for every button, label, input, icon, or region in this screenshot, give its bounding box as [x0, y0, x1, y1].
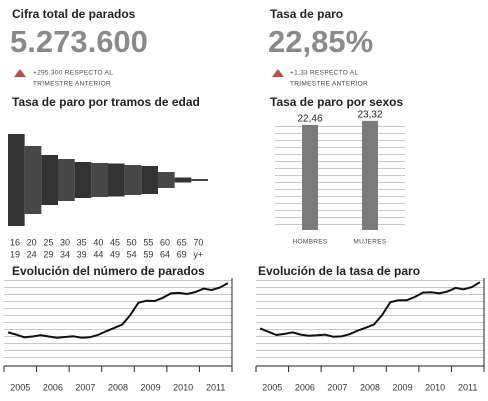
x-tick-label: 2005: [262, 382, 282, 392]
bar: [58, 159, 75, 201]
x-tick-label: 55: [143, 237, 153, 247]
x-tick-label: 54: [127, 249, 137, 259]
x-tick-label: 2008: [108, 382, 128, 392]
x-tick-label: 25: [43, 237, 53, 247]
stat-change: +1,33 RESPECTO AL: [290, 70, 358, 77]
x-tick-label: 2007: [75, 382, 95, 392]
x-tick-label: 2011: [206, 382, 225, 392]
bar: [191, 179, 208, 181]
chart-title: Tasa de paro por sexos: [270, 95, 403, 109]
x-tick-label: 20: [27, 237, 37, 247]
bar: [24, 146, 42, 214]
chart-title: Evolución de la tasa de paro: [258, 264, 420, 278]
x-tick-label: 16: [10, 237, 20, 247]
bar: [141, 166, 158, 194]
x-tick-label: MUJERES: [353, 239, 387, 246]
x-tick-label: 2009: [141, 382, 161, 392]
x-tick-label: y+: [193, 249, 203, 259]
x-tick-label: 65: [177, 237, 187, 247]
x-tick-label: 50: [127, 237, 137, 247]
bar: [174, 177, 192, 183]
x-tick-label: 59: [143, 249, 153, 259]
x-tick-label: 2006: [43, 382, 63, 392]
line: [7, 282, 229, 339]
grid: [275, 120, 405, 230]
stat-value: 5.273.600: [10, 24, 148, 59]
bar: [362, 120, 378, 230]
chart-title: Tasa de paro por tramos de edad: [12, 95, 200, 109]
x-tick-label: 2005: [10, 382, 30, 392]
x-tick-label: 70: [193, 237, 203, 247]
bar: [124, 165, 142, 195]
x-tick-label: 2006: [295, 382, 315, 392]
x-tick-label: 30: [60, 237, 70, 247]
bar: [158, 172, 175, 188]
bar: [8, 134, 25, 226]
x-tick-label: 2008: [360, 382, 380, 392]
x-tick-label: 2007: [327, 382, 347, 392]
x-tick-label: 44: [93, 249, 103, 259]
stat-change: +295.300 RESPECTO AL: [33, 70, 113, 77]
up-icon: [272, 69, 284, 77]
bar: [41, 155, 58, 205]
bar: [74, 162, 92, 198]
x-tick-label: HOMBRES: [293, 239, 328, 246]
stat-change: TRIMESTRE ANTERIOR: [290, 81, 368, 88]
line: [259, 281, 481, 338]
x-tick-label: 45: [110, 237, 120, 247]
x-tick-label: 69: [177, 249, 187, 259]
x-tick-label: 2010: [425, 382, 445, 392]
x-tick-label: 24: [27, 249, 37, 259]
x-tick-label: 34: [60, 249, 70, 259]
value-label: 23,32: [357, 109, 382, 120]
x-tick-label: 2010: [173, 382, 193, 392]
x-tick-label: 39: [77, 249, 87, 259]
stat-change: TRIMESTRE ANTERIOR: [33, 81, 111, 88]
x-tick-label: 64: [160, 249, 170, 259]
x-tick-label: 2009: [393, 382, 413, 392]
up-icon: [14, 69, 26, 77]
x-tick-label: 29: [43, 249, 53, 259]
bar: [91, 163, 108, 197]
x-tick-label: 49: [110, 249, 120, 259]
x-tick-label: 35: [77, 237, 87, 247]
stat-title: Tasa de paro: [270, 7, 343, 21]
x-tick-label: 19: [10, 249, 20, 259]
stat-value: 22,85%: [268, 24, 373, 59]
bar: [108, 163, 125, 197]
x-tick-label: 2011: [458, 382, 477, 392]
value-label: 22,46: [297, 114, 322, 125]
x-tick-label: 60: [160, 237, 170, 247]
bar: [302, 124, 318, 230]
x-tick-label: 40: [93, 237, 103, 247]
stat-title: Cifra total de parados: [12, 7, 136, 21]
chart-title: Evolución del número de parados: [12, 264, 205, 278]
